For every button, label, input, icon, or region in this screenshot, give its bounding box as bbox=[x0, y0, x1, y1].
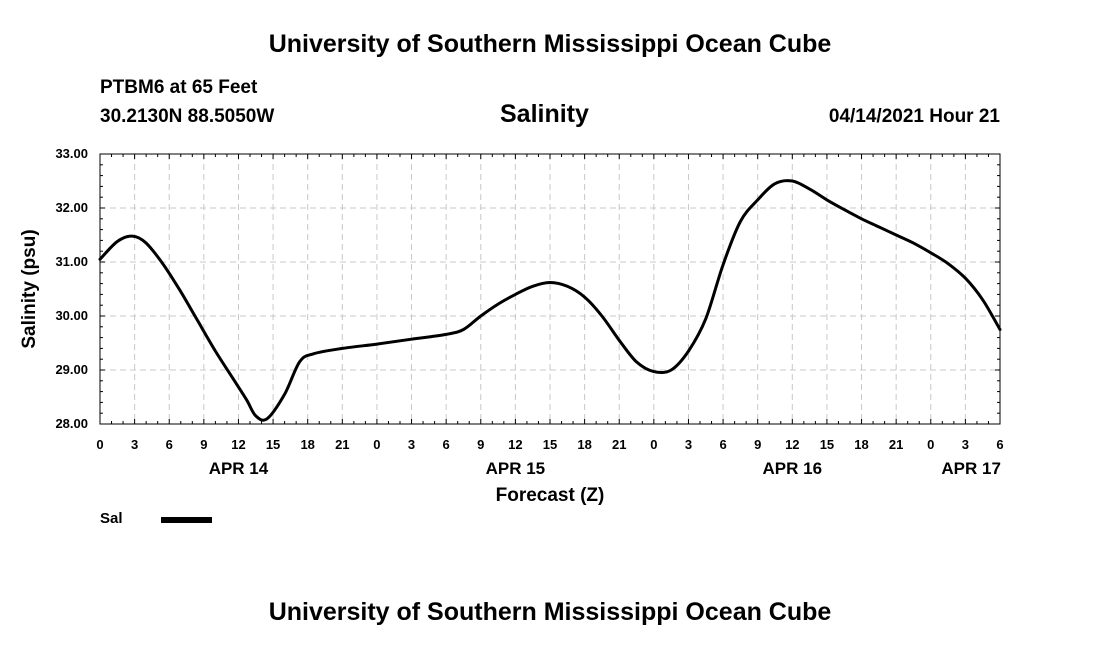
x-tick-label: 21 bbox=[889, 437, 903, 452]
date-label: APR 15 bbox=[486, 459, 546, 478]
x-tick-label: 21 bbox=[335, 437, 349, 452]
x-tick-label: 15 bbox=[266, 437, 280, 452]
y-axis-label: Salinity (psu) bbox=[19, 229, 40, 348]
series-line-salinity bbox=[98, 179, 1002, 422]
y-tick-label: 29.00 bbox=[55, 362, 88, 377]
y-tick-label: 30.00 bbox=[55, 308, 88, 323]
x-tick-label: 3 bbox=[408, 437, 415, 452]
x-tick-label: 0 bbox=[650, 437, 657, 452]
y-tick-label: 31.00 bbox=[55, 254, 88, 269]
x-tick-label: 9 bbox=[200, 437, 207, 452]
chart-title: Salinity bbox=[500, 100, 589, 128]
date-label: APR 17 bbox=[941, 459, 1001, 478]
x-tick-label: 0 bbox=[927, 437, 934, 452]
x-tick-label: 18 bbox=[577, 437, 591, 452]
station-coordinates: 30.2130N 88.5050W bbox=[100, 106, 275, 127]
x-tick-label: 6 bbox=[443, 437, 450, 452]
x-tick-label: 0 bbox=[373, 437, 380, 452]
legend-swatch bbox=[161, 517, 212, 523]
y-tick-label: 32.00 bbox=[55, 200, 88, 215]
legend-label: Sal bbox=[100, 510, 123, 527]
report-title-bottom: University of Southern Mississippi Ocean… bbox=[268, 598, 832, 626]
x-tick-label: 6 bbox=[719, 437, 726, 452]
x-tick-label: 15 bbox=[820, 437, 834, 452]
x-tick-label: 6 bbox=[996, 437, 1003, 452]
issue-time: 04/14/2021 Hour 21 bbox=[828, 106, 1000, 127]
x-tick-label: 18 bbox=[854, 437, 868, 452]
y-tick-label: 33.00 bbox=[55, 146, 88, 161]
x-tick-label: 9 bbox=[754, 437, 761, 452]
x-tick-label: 21 bbox=[612, 437, 626, 452]
x-tick-label: 9 bbox=[477, 437, 484, 452]
report-title-top: University of Southern Mississippi Ocean… bbox=[268, 30, 832, 58]
date-label: APR 16 bbox=[763, 459, 823, 478]
x-tick-label: 6 bbox=[166, 437, 173, 452]
x-tick-label: 12 bbox=[785, 437, 799, 452]
x-tick-label: 12 bbox=[231, 437, 245, 452]
x-tick-label: 3 bbox=[962, 437, 969, 452]
date-label: APR 14 bbox=[209, 459, 269, 478]
x-axis-label: Forecast (Z) bbox=[496, 485, 605, 506]
x-tick-label: 15 bbox=[543, 437, 557, 452]
y-tick-label: 28.00 bbox=[55, 416, 88, 431]
x-tick-label: 0 bbox=[96, 437, 103, 452]
x-tick-label: 12 bbox=[508, 437, 522, 452]
x-tick-label: 18 bbox=[300, 437, 314, 452]
x-tick-label: 3 bbox=[131, 437, 138, 452]
station-label: PTBM6 at 65 Feet bbox=[100, 77, 258, 98]
x-tick-label: 3 bbox=[685, 437, 692, 452]
